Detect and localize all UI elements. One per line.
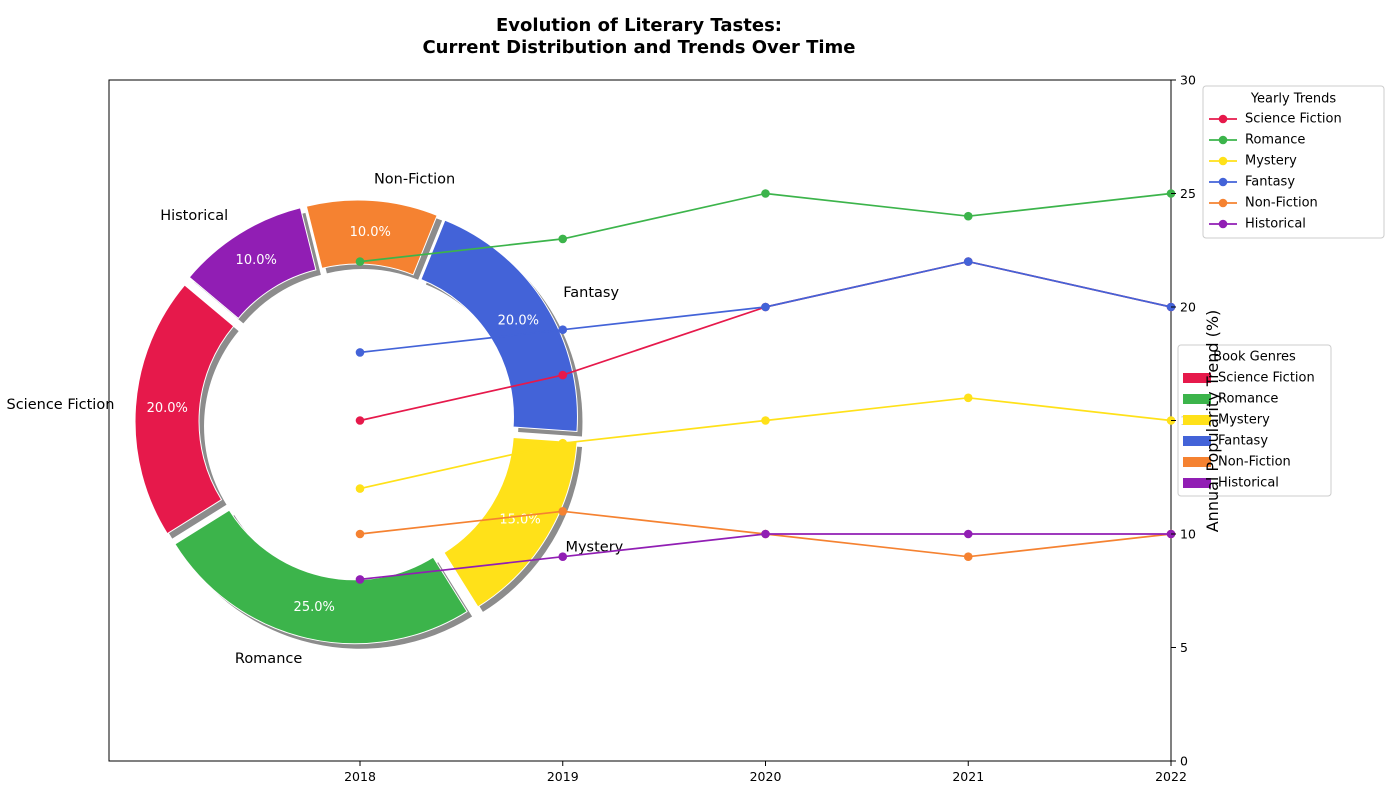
y-tick-label: 5 xyxy=(1180,640,1188,655)
slice-label-fantasy: Fantasy xyxy=(563,285,619,301)
legend-trends-label-romance: Romance xyxy=(1245,133,1305,148)
point-historical-2021 xyxy=(963,529,973,539)
point-non-fiction-2018 xyxy=(355,529,365,539)
donut-wedges xyxy=(134,199,578,645)
point-mystery-2020 xyxy=(761,416,770,425)
legend-trends-label-science-fiction: Science Fiction xyxy=(1245,112,1342,127)
donut-slice-historical xyxy=(188,207,317,320)
legend-trends-label-mystery: Mystery xyxy=(1245,154,1297,169)
legend-trends-marker-non-fiction xyxy=(1218,198,1228,208)
series-historical xyxy=(355,529,1176,584)
legend-trends-label-non-fiction: Non-Fiction xyxy=(1245,196,1318,211)
donut-slice-science-fiction xyxy=(134,284,235,535)
donut-slice-romance xyxy=(174,509,468,645)
legend-genres-swatch-historical xyxy=(1183,478,1211,488)
point-romance-2020 xyxy=(761,189,770,198)
point-science-fiction-2018 xyxy=(355,416,365,425)
legend-trends-box xyxy=(1202,85,1385,239)
legend-genres-label-fantasy: Fantasy xyxy=(1218,434,1268,449)
legend-genres-swatch-mystery xyxy=(1183,415,1211,425)
legend-genres-swatch-non-fiction xyxy=(1183,457,1211,467)
point-non-fiction-2021 xyxy=(963,552,973,561)
point-historical-2018 xyxy=(355,575,365,584)
slice-pct-romance: 25.0% xyxy=(294,600,335,615)
line-chart xyxy=(355,189,1176,584)
y-axis-label: Annual Popularity Trend (%) xyxy=(1203,310,1222,533)
slice-label-historical: Historical xyxy=(160,208,228,224)
point-historical-2020 xyxy=(761,529,770,539)
x-tick-label: 2021 xyxy=(952,769,984,784)
point-romance-2021 xyxy=(963,211,973,221)
slice-label-romance: Romance xyxy=(235,651,302,667)
y-tick-label: 25 xyxy=(1180,186,1196,201)
chart-title-line-2: Current Distribution and Trends Over Tim… xyxy=(422,37,855,58)
series-romance xyxy=(355,189,1176,266)
legend-trends-marker-mystery xyxy=(1218,156,1228,166)
y-tick-label: 0 xyxy=(1180,754,1188,769)
point-romance-2018 xyxy=(355,257,365,266)
point-fantasy-2021 xyxy=(963,257,973,266)
line-mystery xyxy=(359,396,1172,490)
point-mystery-2021 xyxy=(963,393,973,403)
axes: 20182019202020212022051015202530 xyxy=(344,73,1196,785)
slice-label-science-fiction: Science Fiction xyxy=(7,397,115,413)
y-tick-label: 20 xyxy=(1180,300,1196,315)
point-fantasy-2020 xyxy=(761,302,770,312)
point-mystery-2019 xyxy=(558,438,568,448)
legend-trends-label-historical: Historical xyxy=(1245,217,1306,232)
legend-trends-marker-fantasy xyxy=(1218,177,1228,187)
legend-trends-marker-romance xyxy=(1218,135,1228,145)
chart-title-line-1: Evolution of Literary Tastes: xyxy=(496,15,782,36)
legend-genres-label-mystery: Mystery xyxy=(1218,413,1270,428)
point-mystery-2018 xyxy=(355,484,365,493)
x-tick-label: 2018 xyxy=(344,769,376,784)
slice-pct-mystery: 15.0% xyxy=(499,512,540,527)
legend-genres-box xyxy=(1177,344,1332,497)
legend-trends-title: Yearly Trends xyxy=(1250,92,1337,107)
legend-yearly-trends: Yearly Trends Science Fiction Romance Myste… xyxy=(1202,85,1385,239)
legend-trends-marker-science-fiction xyxy=(1218,114,1228,124)
donut-chart: Science Fiction 20.0%Romance25.0%Mystery1… xyxy=(7,171,624,667)
legend-genres-swatch-fantasy xyxy=(1183,436,1211,446)
slice-pct-science-fiction: 20.0% xyxy=(147,401,188,416)
y-tick-label: 10 xyxy=(1180,527,1196,542)
legend-book-genres: Book Genres Science Fiction Romance Mystery… xyxy=(1177,344,1332,497)
point-romance-2019 xyxy=(558,234,568,244)
legend-genres-label-science-fiction: Science Fiction xyxy=(1218,371,1315,386)
x-tick-label: 2019 xyxy=(547,769,579,784)
point-fantasy-2019 xyxy=(558,325,568,335)
legend-trends-label-fantasy: Fantasy xyxy=(1245,175,1295,190)
slice-pct-non-fiction: 10.0% xyxy=(350,225,391,240)
x-tick-label: 2022 xyxy=(1155,769,1187,784)
legend-genres-swatch-science-fiction xyxy=(1183,373,1211,383)
series-fantasy xyxy=(355,257,1176,357)
legend-genres-swatch-romance xyxy=(1183,394,1211,404)
slice-pct-fantasy: 20.0% xyxy=(498,314,539,329)
legend-genres-label-romance: Romance xyxy=(1218,392,1278,407)
point-non-fiction-2019 xyxy=(558,507,568,516)
legend-genres-title: Book Genres xyxy=(1213,350,1296,365)
legend-trends-marker-historical xyxy=(1218,219,1228,229)
point-science-fiction-2019 xyxy=(558,370,568,380)
legend-genres-label-historical: Historical xyxy=(1218,476,1279,491)
legend-genres-label-non-fiction: Non-Fiction xyxy=(1218,455,1291,470)
point-fantasy-2018 xyxy=(355,348,365,357)
y-tick-label: 30 xyxy=(1180,73,1196,88)
point-historical-2019 xyxy=(558,552,568,561)
slice-pct-historical: 10.0% xyxy=(236,253,277,268)
series-mystery xyxy=(355,393,1176,493)
slice-label-non-fiction: Non-Fiction xyxy=(374,171,455,187)
x-tick-label: 2020 xyxy=(750,769,782,784)
donut-slice-fantasy xyxy=(420,219,578,433)
